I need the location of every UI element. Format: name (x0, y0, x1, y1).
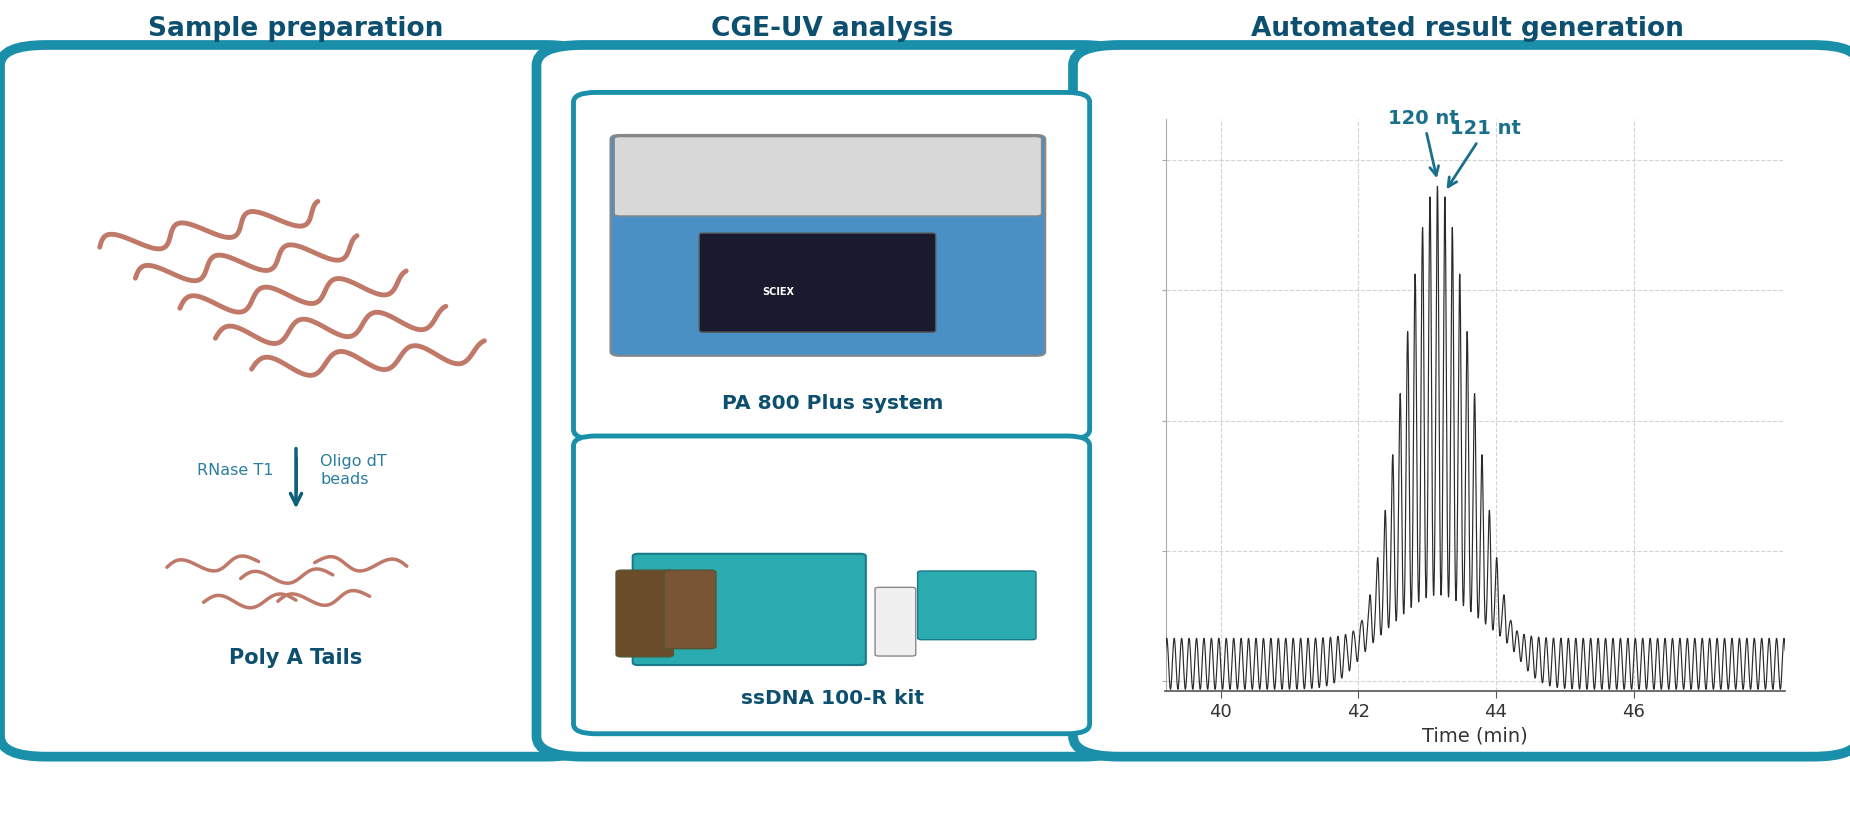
FancyBboxPatch shape (1073, 45, 1850, 757)
Text: PA 800 Plus system: PA 800 Plus system (722, 394, 944, 413)
Text: Oligo dT
beads: Oligo dT beads (320, 453, 387, 488)
Text: SCIEX: SCIEX (762, 287, 794, 297)
FancyBboxPatch shape (633, 554, 866, 665)
FancyBboxPatch shape (0, 45, 592, 757)
FancyBboxPatch shape (574, 92, 1090, 439)
Text: 120 nt: 120 nt (1388, 109, 1458, 175)
FancyBboxPatch shape (664, 570, 716, 649)
FancyBboxPatch shape (610, 135, 1045, 356)
FancyBboxPatch shape (614, 137, 1042, 216)
Text: Sample preparation: Sample preparation (148, 16, 444, 42)
X-axis label: Time (min): Time (min) (1423, 726, 1528, 745)
FancyBboxPatch shape (574, 436, 1090, 734)
Text: CGE-UV analysis: CGE-UV analysis (710, 16, 955, 42)
Text: Poly A Tails: Poly A Tails (229, 649, 363, 668)
FancyBboxPatch shape (875, 587, 916, 656)
FancyBboxPatch shape (699, 233, 936, 332)
Text: RNase T1: RNase T1 (198, 463, 274, 478)
Text: 121 nt: 121 nt (1449, 119, 1521, 187)
FancyBboxPatch shape (536, 45, 1128, 757)
Text: ssDNA 100-R kit: ssDNA 100-R kit (742, 689, 923, 708)
FancyBboxPatch shape (616, 570, 673, 657)
Text: Automated result generation: Automated result generation (1251, 16, 1684, 42)
FancyBboxPatch shape (918, 571, 1036, 640)
